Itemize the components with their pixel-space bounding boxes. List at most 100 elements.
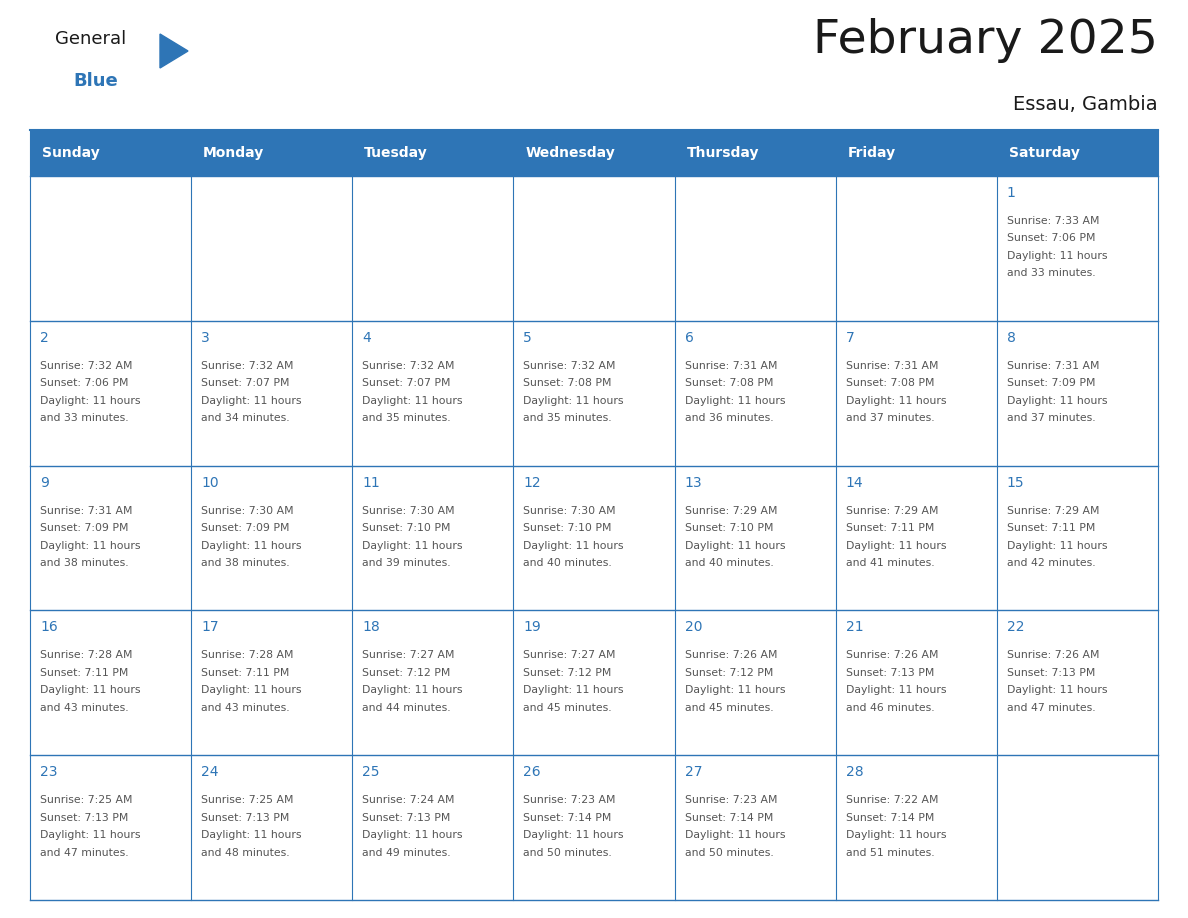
Text: and 45 minutes.: and 45 minutes.	[524, 703, 612, 713]
Bar	[675, 465, 835, 610]
Text: Sunrise: 7:31 AM: Sunrise: 7:31 AM	[1007, 361, 1099, 371]
Text: 26: 26	[524, 766, 541, 779]
Text: 2: 2	[40, 330, 49, 345]
Bar	[30, 610, 191, 756]
Text: Sunset: 7:11 PM: Sunset: 7:11 PM	[846, 523, 934, 533]
Text: Sunset: 7:14 PM: Sunset: 7:14 PM	[684, 812, 773, 823]
Text: Sunday: Sunday	[42, 146, 100, 160]
Bar	[191, 610, 353, 756]
Text: Blue: Blue	[72, 72, 118, 90]
Text: and 47 minutes.: and 47 minutes.	[1007, 703, 1095, 713]
Text: Sunrise: 7:32 AM: Sunrise: 7:32 AM	[362, 361, 455, 371]
Bar	[353, 465, 513, 610]
Bar	[30, 320, 191, 465]
Text: 22: 22	[1007, 621, 1024, 634]
Text: Daylight: 11 hours: Daylight: 11 hours	[40, 396, 140, 406]
Text: and 35 minutes.: and 35 minutes.	[524, 413, 612, 423]
Text: Sunset: 7:10 PM: Sunset: 7:10 PM	[524, 523, 612, 533]
Text: Daylight: 11 hours: Daylight: 11 hours	[846, 830, 946, 840]
Text: Essau, Gambia: Essau, Gambia	[1013, 95, 1158, 114]
Bar	[353, 176, 513, 320]
Text: Monday: Monday	[203, 146, 265, 160]
Text: 10: 10	[201, 476, 219, 489]
Text: Daylight: 11 hours: Daylight: 11 hours	[1007, 396, 1107, 406]
Text: 1: 1	[1007, 186, 1016, 200]
Text: Sunset: 7:13 PM: Sunset: 7:13 PM	[846, 668, 934, 677]
Text: 20: 20	[684, 621, 702, 634]
Text: Daylight: 11 hours: Daylight: 11 hours	[1007, 541, 1107, 551]
Text: Daylight: 11 hours: Daylight: 11 hours	[684, 541, 785, 551]
Text: and 44 minutes.: and 44 minutes.	[362, 703, 451, 713]
Bar	[513, 176, 675, 320]
Text: Sunset: 7:12 PM: Sunset: 7:12 PM	[362, 668, 450, 677]
Text: and 33 minutes.: and 33 minutes.	[1007, 268, 1095, 278]
Text: Daylight: 11 hours: Daylight: 11 hours	[362, 830, 463, 840]
Bar	[835, 176, 997, 320]
Text: Daylight: 11 hours: Daylight: 11 hours	[524, 541, 624, 551]
Text: 19: 19	[524, 621, 542, 634]
Text: and 36 minutes.: and 36 minutes.	[684, 413, 773, 423]
Bar	[997, 756, 1158, 900]
Text: Sunset: 7:10 PM: Sunset: 7:10 PM	[362, 523, 450, 533]
Text: 17: 17	[201, 621, 219, 634]
Text: and 51 minutes.: and 51 minutes.	[846, 847, 934, 857]
Bar	[191, 756, 353, 900]
Bar	[997, 465, 1158, 610]
Text: Daylight: 11 hours: Daylight: 11 hours	[201, 541, 302, 551]
Bar	[513, 756, 675, 900]
Text: Sunrise: 7:31 AM: Sunrise: 7:31 AM	[684, 361, 777, 371]
Text: Sunset: 7:13 PM: Sunset: 7:13 PM	[1007, 668, 1095, 677]
Text: Daylight: 11 hours: Daylight: 11 hours	[524, 686, 624, 696]
Text: Sunset: 7:06 PM: Sunset: 7:06 PM	[40, 378, 128, 388]
Bar	[835, 465, 997, 610]
Bar	[675, 320, 835, 465]
Bar	[191, 465, 353, 610]
Text: 8: 8	[1007, 330, 1016, 345]
Bar	[353, 756, 513, 900]
Text: Sunset: 7:09 PM: Sunset: 7:09 PM	[1007, 378, 1095, 388]
Text: Sunset: 7:07 PM: Sunset: 7:07 PM	[362, 378, 450, 388]
Text: Sunset: 7:08 PM: Sunset: 7:08 PM	[846, 378, 934, 388]
Text: and 34 minutes.: and 34 minutes.	[201, 413, 290, 423]
Text: Sunrise: 7:28 AM: Sunrise: 7:28 AM	[40, 650, 133, 660]
Polygon shape	[160, 34, 188, 68]
Text: and 37 minutes.: and 37 minutes.	[846, 413, 934, 423]
Text: Sunset: 7:11 PM: Sunset: 7:11 PM	[1007, 523, 1095, 533]
Text: Sunset: 7:13 PM: Sunset: 7:13 PM	[40, 812, 128, 823]
Text: and 38 minutes.: and 38 minutes.	[201, 558, 290, 568]
Text: Sunrise: 7:23 AM: Sunrise: 7:23 AM	[524, 795, 615, 805]
Bar	[835, 610, 997, 756]
Text: and 48 minutes.: and 48 minutes.	[201, 847, 290, 857]
Text: Friday: Friday	[848, 146, 896, 160]
Text: 6: 6	[684, 330, 694, 345]
Text: 14: 14	[846, 476, 864, 489]
Bar	[675, 176, 835, 320]
Text: Sunrise: 7:32 AM: Sunrise: 7:32 AM	[524, 361, 615, 371]
Text: Sunset: 7:08 PM: Sunset: 7:08 PM	[524, 378, 612, 388]
Text: 12: 12	[524, 476, 541, 489]
Text: Tuesday: Tuesday	[365, 146, 428, 160]
Text: 7: 7	[846, 330, 854, 345]
Text: Sunrise: 7:30 AM: Sunrise: 7:30 AM	[362, 506, 455, 516]
Text: Sunrise: 7:29 AM: Sunrise: 7:29 AM	[1007, 506, 1099, 516]
Bar	[675, 756, 835, 900]
Text: 23: 23	[40, 766, 57, 779]
Bar	[835, 320, 997, 465]
Text: Sunset: 7:09 PM: Sunset: 7:09 PM	[201, 523, 290, 533]
Text: Daylight: 11 hours: Daylight: 11 hours	[846, 541, 946, 551]
Text: 5: 5	[524, 330, 532, 345]
Bar	[997, 176, 1158, 320]
Text: 18: 18	[362, 621, 380, 634]
Text: 9: 9	[40, 476, 49, 489]
Text: Sunrise: 7:32 AM: Sunrise: 7:32 AM	[40, 361, 133, 371]
Text: Daylight: 11 hours: Daylight: 11 hours	[1007, 251, 1107, 261]
Bar	[997, 320, 1158, 465]
Text: Sunrise: 7:30 AM: Sunrise: 7:30 AM	[524, 506, 617, 516]
Text: and 41 minutes.: and 41 minutes.	[846, 558, 934, 568]
Bar	[513, 465, 675, 610]
Bar	[30, 176, 191, 320]
Bar	[513, 320, 675, 465]
Text: Daylight: 11 hours: Daylight: 11 hours	[40, 830, 140, 840]
Text: 21: 21	[846, 621, 864, 634]
Bar	[191, 176, 353, 320]
